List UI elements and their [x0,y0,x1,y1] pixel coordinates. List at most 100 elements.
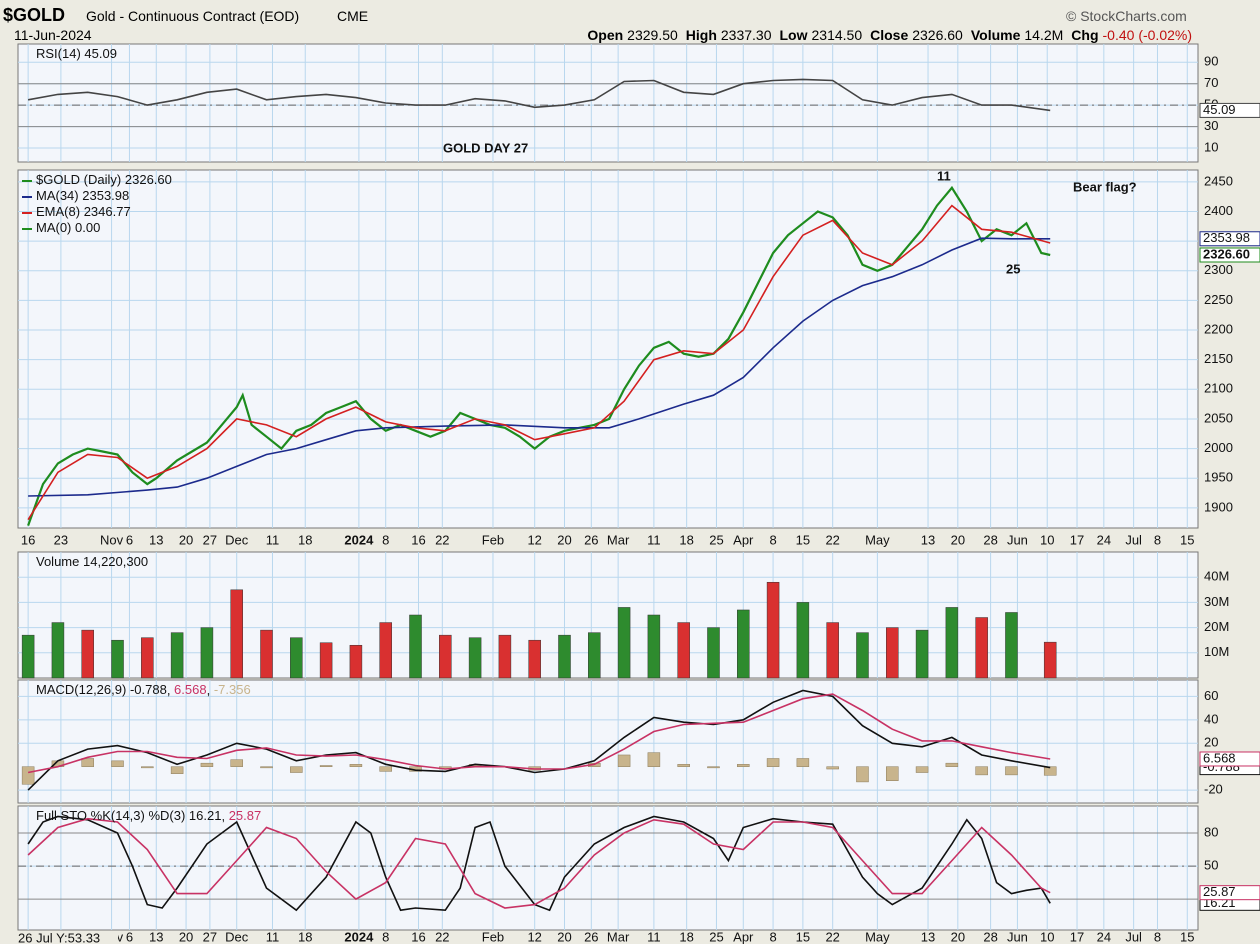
x-tick-label: Apr [733,929,754,944]
histogram-bar [290,766,303,773]
x-tick-label: 27 [203,532,217,547]
x-tick-label: Apr [733,532,754,547]
x-tick-label: 10 [1040,929,1054,944]
quote-value: 14.2M [1024,27,1064,43]
x-tick-label: 25 [709,532,723,547]
y-tick-label: 80 [1204,824,1218,839]
quote-row: Open 2329.50 High 2337.30 Low 2314.50 Close 232… [587,27,1200,43]
volume-bar [379,622,392,679]
volume-bar [141,637,154,679]
x-tick-label: Jun [1007,929,1028,944]
value-tag: 6.568 [1203,750,1236,765]
y-tick-label: 60 [1204,688,1218,703]
x-tick-label: 18 [298,929,312,944]
volume-bar [558,634,571,679]
histogram-bar [796,758,810,767]
histogram-bar [677,764,690,767]
histogram-bar [945,762,959,767]
value-tag-box [1199,231,1260,247]
x-tick-label: 8 [769,929,776,944]
legend-title: Volume [36,554,79,569]
x-tick-label: 11 [266,929,280,944]
x-tick-label: Feb [482,532,504,547]
cursor-readout: 26 Jul Y:53.33 [18,930,100,944]
volume-bar [856,632,869,679]
histogram-bar [170,766,184,774]
y-tick-label: 40M [1204,569,1229,584]
x-tick-label: 24 [1097,532,1111,547]
panel-bg [17,169,1199,529]
y-tick-label: 70 [1204,75,1218,90]
x-tick-label: 15 [796,929,810,944]
quote-label: Open [587,27,624,43]
volume-bar [319,642,333,679]
date: 11-Jun-2024 [14,27,92,43]
volume-bar [826,622,839,679]
series-line [27,815,1051,912]
legend: Full STO %K(14,3) %D(3) 16.21, 25.87 [36,808,261,823]
histogram-bar [856,766,869,783]
value-tag-box [1199,247,1260,263]
y-tick-label: 2250 [1204,292,1233,307]
cursor-box [0,931,118,944]
histogram-bar [319,765,333,767]
histogram-bar [766,758,780,767]
x-tick-label: 8 [1154,929,1161,944]
x-tick-label: 8 [1154,532,1161,547]
x-tick-label: 18 [298,532,312,547]
value-tag-box [1199,885,1260,901]
x-tick-label: Mar [607,929,630,944]
volume-bar [1043,641,1057,679]
legend: MACD(12,26,9) -0.788, 6.568, -7.356 [36,682,251,697]
quote-label: Low [779,27,808,43]
x-tick-label: May [865,532,890,547]
y-tick-label: 50 [1204,858,1218,873]
quote-value: 2329.50 [627,27,678,43]
volume-bar [468,637,482,679]
legend-name: $GOLD (Daily) [36,172,121,187]
volume-bar [349,644,363,679]
histogram-bar [379,766,392,772]
x-tick-label: 6 [126,929,133,944]
x-tick-label: 28 [983,532,997,547]
quote-value: 2337.30 [720,27,772,43]
x-tick-label: 16 [21,532,35,547]
histogram-bar [81,758,94,767]
y-tick-label: 2300 [1204,262,1233,277]
y-tick-label: 1950 [1204,470,1233,485]
x-tick-label: 15 [796,532,810,547]
value-tag-box [1199,102,1260,118]
volume-bar [51,622,65,679]
histogram-bar [886,766,899,781]
symbol: $GOLD [3,5,66,25]
x-tick-label: 11 [647,929,661,944]
legend-title: MACD(12,26,9) [36,682,126,697]
histogram-bar [141,766,154,769]
value-tag-box [1199,751,1260,767]
legend-title: Full STO %K(14,3) %D(3) [36,808,185,823]
legend-name: MA(0) [36,220,71,235]
legend: EMA(8) 2346.77 [36,204,131,219]
quote-value: 2314.50 [811,27,863,43]
x-tick-label: 13 [921,532,935,547]
x-tick-label: 22 [435,929,449,944]
y-tick-label: 20 [1204,735,1218,750]
x-tick-label: 20 [179,929,193,944]
x-tick-label: 10 [1040,532,1054,547]
quote-value: 2326.60 [912,27,963,43]
histogram-bar [647,752,661,767]
y-tick-label: 1900 [1204,499,1233,514]
volume-bar [21,634,35,679]
y-tick-label: 2450 [1204,173,1233,188]
legend-value: 0.00 [75,220,100,235]
x-tick-label: 28 [983,929,997,944]
value-tag: 2326.60 [1203,246,1250,261]
legend-name: EMA(8) [36,204,80,219]
x-tick-label: 15 [1180,532,1194,547]
legend: Volume 14,220,300 [36,554,148,569]
series-line [27,204,1051,521]
quote-label: Close [870,27,909,43]
legend-name: MA(34) [36,188,79,203]
legend-value: -0.788 [130,682,167,697]
